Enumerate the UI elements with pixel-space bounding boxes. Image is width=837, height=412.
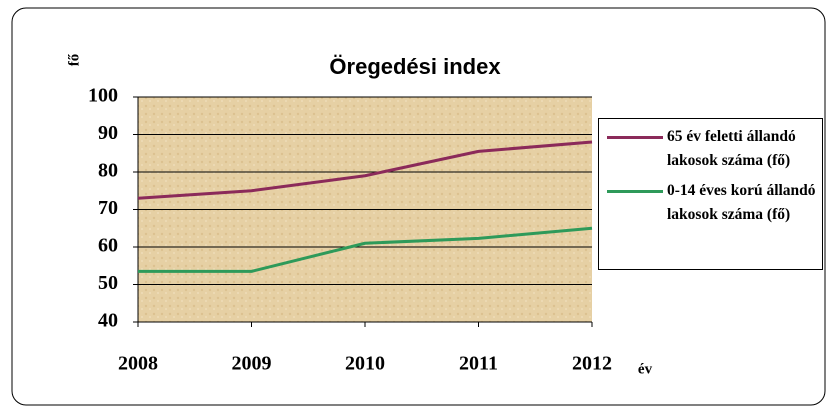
y-tick-label: 70 [98,197,118,219]
chart-title: Öregedési index [329,54,501,79]
legend-swatch [607,136,663,139]
legend: 65 év feletti állandó lakosok száma (fő)… [598,118,823,270]
y-tick-label: 100 [88,85,118,107]
y-tick-label: 40 [98,310,118,332]
x-tick-label: 2008 [118,353,158,375]
legend-swatch [607,190,663,193]
x-tick-label: 2011 [459,353,498,375]
y-tick-label: 60 [98,235,118,257]
legend-entry: 0-14 éves korú állandó lakosok száma (fő… [599,179,822,227]
y-tick-label: 80 [98,160,118,182]
legend-entry: 65 év feletti állandó lakosok száma (fő) [599,125,822,173]
y-tick-label: 90 [98,122,118,144]
y-axis-label: fő [66,53,82,66]
x-tick-label: 2009 [232,353,272,375]
legend-label: 65 év feletti állandó lakosok száma (fő) [667,128,796,169]
legend-label: 0-14 éves korú állandó lakosok száma (fő… [667,182,816,223]
x-tick-label: 2010 [345,353,385,375]
line-series [138,226,593,273]
y-tick-label: 50 [98,272,118,294]
x-tick-label: 2012 [572,353,612,375]
line-series [137,140,593,200]
x-axis-label: év [638,361,653,377]
